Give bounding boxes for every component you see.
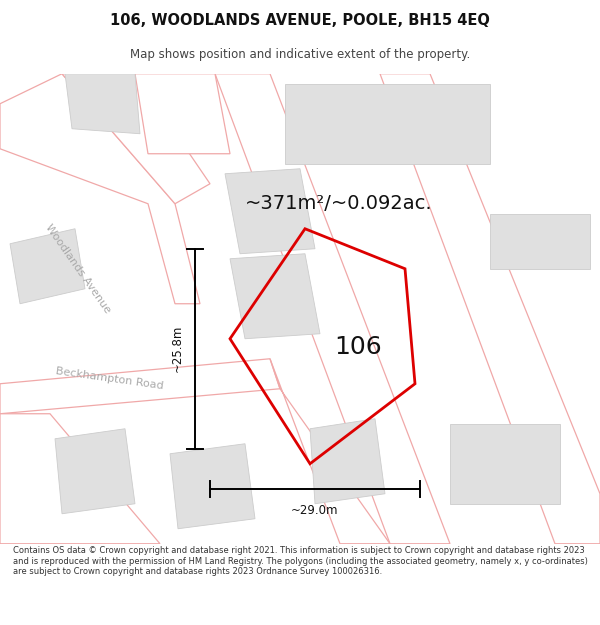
Text: ~371m²/~0.092ac.: ~371m²/~0.092ac.: [245, 194, 433, 213]
Text: Contains OS data © Crown copyright and database right 2021. This information is : Contains OS data © Crown copyright and d…: [13, 546, 588, 576]
Polygon shape: [285, 84, 490, 164]
Text: ~25.8m: ~25.8m: [170, 325, 184, 372]
Polygon shape: [310, 419, 385, 504]
Polygon shape: [225, 169, 315, 254]
Polygon shape: [380, 74, 600, 544]
Polygon shape: [0, 414, 160, 544]
Polygon shape: [135, 74, 230, 154]
Polygon shape: [170, 444, 255, 529]
Polygon shape: [55, 429, 135, 514]
Polygon shape: [0, 359, 280, 414]
Polygon shape: [10, 229, 85, 304]
Polygon shape: [62, 74, 210, 204]
Polygon shape: [65, 74, 140, 134]
Text: Woodlands Avenue: Woodlands Avenue: [43, 222, 113, 315]
Polygon shape: [270, 359, 390, 544]
Text: ~29.0m: ~29.0m: [291, 504, 339, 518]
Text: Map shows position and indicative extent of the property.: Map shows position and indicative extent…: [130, 48, 470, 61]
Text: Beckhampton Road: Beckhampton Road: [55, 366, 164, 391]
Text: 106: 106: [334, 335, 382, 359]
Polygon shape: [490, 214, 590, 269]
Polygon shape: [215, 74, 450, 544]
Text: 106, WOODLANDS AVENUE, POOLE, BH15 4EQ: 106, WOODLANDS AVENUE, POOLE, BH15 4EQ: [110, 13, 490, 28]
Polygon shape: [230, 254, 320, 339]
Polygon shape: [450, 424, 560, 504]
Polygon shape: [0, 74, 200, 304]
